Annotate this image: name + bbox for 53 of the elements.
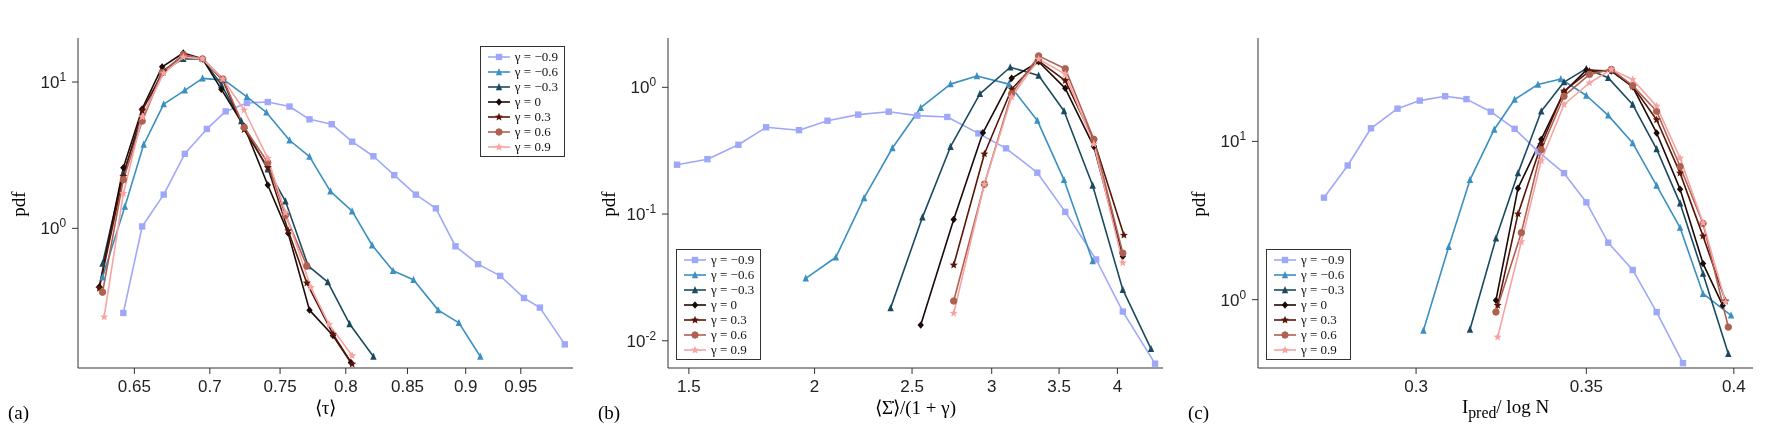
legend-label: γ = 0.3 xyxy=(711,312,747,327)
x-tick-label: 0.4 xyxy=(1722,377,1746,396)
y-tick-label: 10$^{-1}$ xyxy=(626,202,657,225)
legend-label: γ = −0.3 xyxy=(514,79,558,94)
x-tick-label: 3.5 xyxy=(1047,377,1071,396)
legend-label: γ = −0.6 xyxy=(514,64,558,79)
x-tick-label: 2 xyxy=(809,377,820,396)
x-axis-title: I$_{pred}$/ log N xyxy=(1460,396,1551,422)
x-tick-label: 0.35 xyxy=(1569,377,1603,396)
x-tick-label: 0.9 xyxy=(453,377,478,396)
y-axis-title: pdf xyxy=(7,191,30,217)
x-tick-label: 0.85 xyxy=(390,377,425,396)
text: (b) xyxy=(598,402,621,424)
y-axis-title: pdf xyxy=(597,191,620,217)
legend-label: γ = 0.6 xyxy=(711,327,747,342)
legend-label: γ = 0.6 xyxy=(514,124,551,139)
x-tick-label: 1.5 xyxy=(677,377,701,396)
legend-label: γ = −0.9 xyxy=(1301,252,1345,267)
y-tick-label: 10$^{-2}$ xyxy=(626,328,657,351)
legend-label: γ = 0 xyxy=(1301,297,1328,312)
y-tick-label: 10$^{0}$ xyxy=(630,75,657,98)
x-tick-label: 0.75 xyxy=(263,377,297,396)
legend-label: γ = −0.3 xyxy=(1301,282,1345,297)
y-tick-label: 10$^{1}$ xyxy=(1220,129,1247,152)
legend-label: γ = 0.9 xyxy=(711,342,747,357)
legend-label: γ = −0.3 xyxy=(711,282,755,297)
legend-label: γ = −0.9 xyxy=(711,252,755,267)
y-axis-title: pdf xyxy=(1187,191,1210,217)
legend-label: γ = 0.9 xyxy=(1301,342,1337,357)
legend-label: γ = 0.3 xyxy=(1301,312,1337,327)
x-tick-label: 0.95 xyxy=(504,377,538,396)
legend-label: γ = −0.9 xyxy=(514,49,558,64)
x-axis-title: ⟨Σ̇⟩/(1 + γ) xyxy=(873,396,958,419)
legend-label: γ = 0 xyxy=(711,297,738,312)
x-tick-label: 0.3 xyxy=(1404,377,1428,396)
y-tick-label: 10$^{1}$ xyxy=(40,70,67,93)
y-tick-label: 10$^{0}$ xyxy=(40,216,67,239)
text: (c) xyxy=(1188,402,1210,424)
legend-label: γ = 0.6 xyxy=(1301,327,1337,342)
text: (a) xyxy=(8,402,30,424)
x-tick-label: 0.65 xyxy=(117,377,151,396)
x-tick-label: 3 xyxy=(986,377,997,396)
x-tick-label: 0.7 xyxy=(198,377,222,396)
x-tick-label: 2.5 xyxy=(900,377,924,396)
x-tick-label: 0.8 xyxy=(333,377,358,396)
x-axis-title: ⟨τ⟩ xyxy=(313,396,338,419)
legend-label: γ = 0.9 xyxy=(514,139,551,154)
y-tick-label: 10$^{0}$ xyxy=(1220,287,1247,310)
legend-label: γ = −0.6 xyxy=(1301,267,1345,282)
legend-label: γ = 0.3 xyxy=(514,109,551,124)
x-tick-label: 4 xyxy=(1112,377,1123,396)
legend-label: γ = 0 xyxy=(514,94,541,109)
legend-label: γ = −0.6 xyxy=(711,267,755,282)
